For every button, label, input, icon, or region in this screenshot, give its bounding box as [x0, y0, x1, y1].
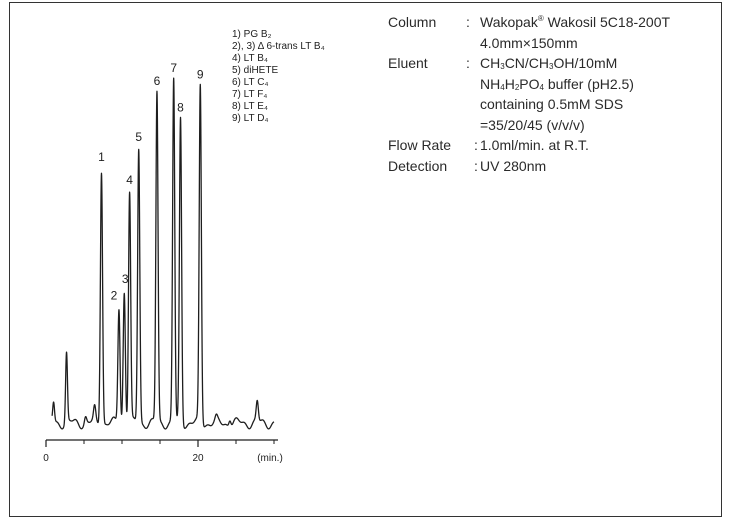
peak-label-2: 2 — [111, 289, 118, 303]
x-tick-label-0: 0 — [43, 453, 49, 464]
legend-entry-8: 9) LT D₄ — [232, 113, 269, 124]
column-dimensions: 4.0mm×150mm — [480, 34, 578, 51]
flow-rate-row: Flow Rate : 1.0ml/min. at R.T. — [388, 135, 718, 156]
eluent-line-3: containing 0.5mM SDS — [480, 96, 624, 112]
peak-label-1: 1 — [98, 150, 105, 164]
eluent-line-1: CH3CN/CH3OH/10mM — [480, 55, 618, 71]
peak-label-3: 3 — [122, 272, 129, 286]
eluent-label: Eluent — [388, 55, 428, 71]
column-value: Wakopak® Wakosil 5C18-200T — [480, 14, 671, 30]
legend-entry-7: 8) LT E₄ — [232, 101, 268, 112]
peak-label-5: 5 — [135, 130, 142, 144]
peak-label-7: 7 — [170, 61, 177, 75]
legend-entry-1: 1) PG B₂ — [232, 29, 272, 40]
peak-label-9: 9 — [197, 67, 204, 81]
eluent-row: Eluent : CH3CN/CH3OH/10mM — [388, 53, 718, 74]
legend-entry-3: 4) LT B₄ — [232, 53, 268, 64]
peak-label-8: 8 — [177, 100, 184, 114]
x-tick-label-20: 20 — [192, 453, 204, 464]
eluent-colon: : — [466, 55, 470, 71]
chromatogram-trace — [51, 77, 275, 430]
column-row: Column : Wakopak® Wakosil 5C18-200T — [388, 12, 718, 33]
legend-entry-4: 5) diHETE — [232, 65, 278, 76]
legend-entry-5: 6) LT C₄ — [232, 77, 269, 88]
eluent-line-4: =35/20/45 (v/v/v) — [480, 116, 585, 133]
detection-value: UV 280nm — [480, 157, 547, 174]
peak-label-6: 6 — [154, 74, 161, 88]
peak-label-4: 4 — [126, 173, 133, 187]
column-label: Column — [388, 14, 437, 30]
legend-entry-2: 2), 3) Δ 6-trans LT B₄ — [232, 41, 325, 52]
legend-entry-6: 7) LT F₄ — [232, 89, 267, 100]
flow-rate-label: Flow Rate — [388, 137, 452, 153]
detection-row: Detection : UV 280nm — [388, 156, 718, 177]
detection-label: Detection — [388, 157, 448, 174]
column-colon: : — [466, 14, 470, 30]
x-axis-label: (min.) — [257, 453, 283, 464]
flow-rate-value: 1.0ml/min. at R.T. — [480, 137, 589, 153]
hplc-conditions: Column : Wakopak® Wakosil 5C18-200T 4.0m… — [388, 12, 718, 176]
eluent-line-2: NH4H2PO4 buffer (pH2.5) — [480, 75, 634, 92]
flow-rate-colon: : — [474, 137, 478, 153]
detection-colon: : — [474, 157, 478, 174]
peak-legend: 1) PG B₂2), 3) Δ 6-trans LT B₄4) LT B₄5)… — [232, 29, 325, 124]
